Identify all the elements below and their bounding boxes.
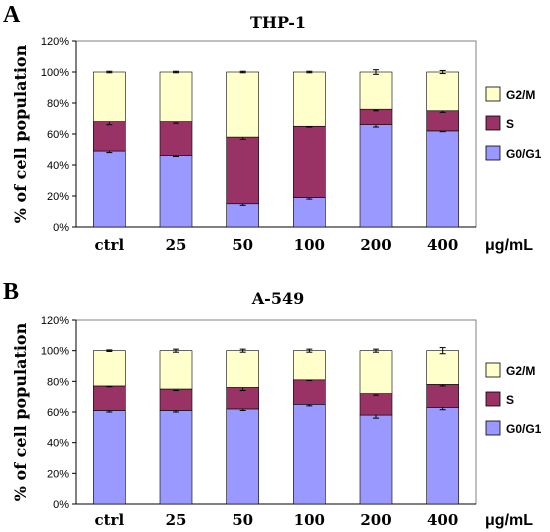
bar-segment [293,71,326,127]
bar-segment [159,121,193,156]
chart-panel-a: A THP-1 % of cell population 0% 20% 40% 60% 80%… [0,0,550,262]
error-bar [173,70,179,74]
bar-segment [426,71,459,112]
chart-panel-b: B A-549 % of cell population 0% 20% 40% 60% 80%… [0,266,550,532]
bar-segment [226,408,259,505]
bar-segment [93,150,126,228]
y-tick-label: 20% [47,191,69,203]
bar-segment [359,108,393,125]
bar-segment [293,404,326,505]
x-tick-label: 50 [232,511,253,529]
bar-segment [359,71,393,110]
bar-segment [226,350,259,388]
y-tick-label: 40% [47,160,69,172]
x-tick-label: 100 [294,511,325,529]
y-tick-label: 0% [53,499,69,511]
y-tick-label: 100% [41,67,69,79]
y-tick-label: 80% [47,376,69,388]
legend-label: G2/M [506,88,535,102]
bar-segment [159,350,193,390]
legend-swatch [485,391,501,407]
x-tick-label: 400 [427,236,458,254]
bar-segment [93,350,126,387]
x-tick-label: 400 [427,511,458,529]
y-tick-label: 60% [47,407,69,419]
bar-segment [359,350,393,394]
x-tick-label: 200 [360,236,391,254]
x-tick-label: ctrl [94,511,124,529]
bar-segment [293,379,326,405]
bar-segment [226,203,259,228]
bar-segment [159,155,193,228]
chart-svg-thp1: A THP-1 % of cell population 0% 20% 40% 60% 80%… [3,2,542,254]
y-tick-label: 100% [41,346,69,358]
error-bar [239,70,246,74]
bar-segment [93,385,126,411]
error-bar [439,347,446,355]
legend-label: S [506,117,514,131]
x-unit-label: μg/mL [485,237,533,254]
bar-segment [426,407,459,505]
y-tick-label: 60% [47,129,69,141]
legend-swatch [485,145,501,161]
x-tick-label: 25 [166,511,187,529]
error-bar [373,348,379,353]
error-bar [173,348,179,353]
y-axis-label: % of cell population [11,322,30,501]
bar-segment [226,71,259,138]
x-tick-label: ctrl [94,236,124,254]
y-tick-label: 120% [41,315,69,327]
legend-swatch [485,115,501,131]
legend-label: G0/G1 [506,422,542,436]
bar-segment [293,350,326,381]
chart-svg-a549: B A-549 % of cell population 0% 20% 40% 60% 80%… [3,279,542,529]
x-unit-label: μg/mL [485,512,533,529]
x-tick-label: 100 [294,236,325,254]
x-tick-label: 50 [232,236,253,254]
bar-segment [226,136,259,205]
legend-label: G2/M [506,364,535,378]
bar-segment [293,197,326,228]
panel-label: B [3,279,19,305]
error-bar [106,349,113,352]
bar-segment [93,410,126,505]
error-bar [239,348,246,353]
chart-title: A-549 [251,289,304,308]
y-tick-label: 20% [47,468,69,480]
y-tick-label: 0% [53,222,69,234]
error-bar [306,348,313,353]
legend-swatch [485,420,501,436]
bar-segment [159,410,193,505]
bar-segment [159,71,193,122]
bar-segment [93,71,126,122]
legend-label: G0/G1 [506,147,542,161]
bar-segment [293,125,326,198]
y-axis-label: % of cell population [11,44,30,223]
y-tick-label: 40% [47,438,69,450]
bar-segment [426,130,459,228]
bar-segment [359,124,393,228]
bar-segment [359,393,393,416]
y-tick-label: 120% [41,36,69,48]
legend-swatch [485,362,501,378]
legend-swatch [485,86,501,102]
bar-segment [359,414,393,505]
plot-area-frame [75,319,477,505]
legend-label: S [506,393,514,407]
bar-segment [426,384,459,408]
plot-area-frame [75,40,477,228]
y-tick-label: 80% [47,98,69,110]
error-bar [373,69,379,75]
x-tick-label: 200 [360,511,391,529]
panel-label: A [3,2,21,28]
bar-segment [93,121,126,152]
bar-segment [159,388,193,411]
chart-title: THP-1 [250,13,306,32]
error-bar [439,69,446,75]
x-tick-label: 25 [166,236,187,254]
bar-segment [426,110,459,132]
bar-segment [426,350,459,385]
error-bar [106,70,113,74]
error-bar [306,70,313,74]
